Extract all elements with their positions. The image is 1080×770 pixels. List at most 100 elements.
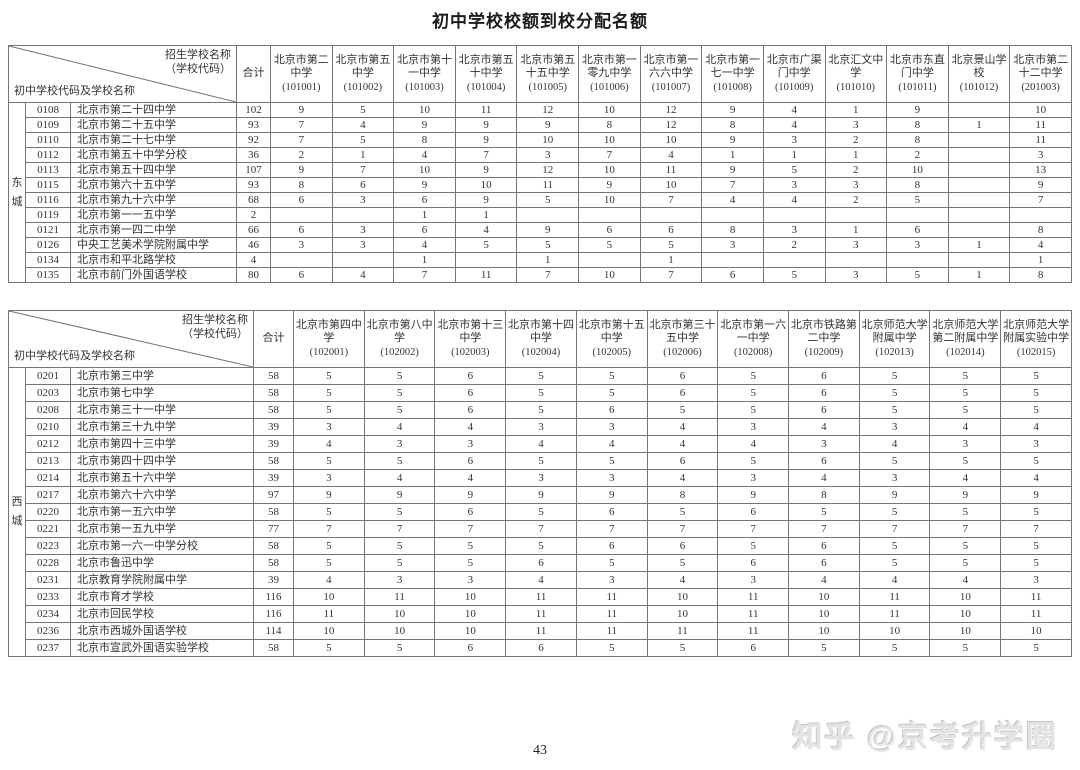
school-column-header: 北京师范大学附属中学 (102013) xyxy=(858,310,931,368)
quota-value-cell: 10 xyxy=(929,588,1002,606)
quota-value-cell: 7 xyxy=(1009,192,1072,208)
quota-value-cell xyxy=(824,207,888,223)
quota-value-cell: 11 xyxy=(717,588,790,606)
quota-value-cell: 3 xyxy=(575,571,648,589)
quota-value-cell: 8 xyxy=(270,177,333,193)
row-school-name: 北京市第五十四中学 xyxy=(69,162,238,178)
row-school-code: 0126 xyxy=(25,237,71,253)
quota-value-cell: 5 xyxy=(717,367,790,385)
quota-value-cell: 9 xyxy=(717,486,790,504)
row-school-code: 0231 xyxy=(25,571,71,589)
school-name: 北京市第十三中学 xyxy=(437,318,504,345)
quota-value-cell: 9 xyxy=(701,102,764,118)
quota-value-cell: 4 xyxy=(762,117,826,133)
quota-value-cell: 5 xyxy=(363,537,436,555)
region-label: 东 城 xyxy=(11,176,23,208)
quota-value-cell: 10 xyxy=(363,622,436,640)
quota-value-cell: 12 xyxy=(639,117,703,133)
quota-value-cell: 9 xyxy=(454,132,518,148)
school-name: 北京市第五十中学 xyxy=(458,53,514,80)
row-school-code: 0214 xyxy=(25,469,71,487)
region-label-cell: 东 城 xyxy=(8,102,26,283)
row-school-code: 0236 xyxy=(25,622,71,640)
quota-value-cell: 11 xyxy=(858,605,931,623)
quota-value-cell: 1 xyxy=(393,207,456,223)
diagonal-line-icon xyxy=(9,46,236,102)
quota-value-cell xyxy=(886,252,949,268)
quota-value-cell: 4 xyxy=(331,267,395,283)
quota-value-cell: 4 xyxy=(929,418,1002,436)
quota-value-cell: 5 xyxy=(1000,503,1072,521)
school-code: (101007) xyxy=(651,82,691,94)
quota-value-cell: 11 xyxy=(454,102,518,118)
quota-value-cell: 11 xyxy=(717,622,790,640)
quota-value-cell: 4 xyxy=(505,571,577,589)
quota-value-cell: 6 xyxy=(434,384,507,402)
quota-value-cell: 8 xyxy=(1009,267,1072,283)
quota-value-cell: 4 xyxy=(363,418,436,436)
quota-value-cell: 3 xyxy=(293,469,365,487)
quota-value-cell: 4 xyxy=(929,469,1002,487)
quota-value-cell: 9 xyxy=(505,486,577,504)
quota-table-dongcheng: 招生学校名称 （学校代码） 初中学校代码及学校名称 合计 北京市第二中学 (101001)… xyxy=(7,45,1072,283)
quota-value-cell: 4 xyxy=(858,435,931,453)
quota-value-cell: 6 xyxy=(434,401,507,419)
quota-value-cell: 5 xyxy=(293,401,365,419)
quota-value-cell: 1 xyxy=(947,237,1011,253)
quota-value-cell: 4 xyxy=(701,192,764,208)
corner-diagonal: 招生学校名称 （学校代码） 初中学校代码及学校名称 xyxy=(9,46,236,102)
school-code: (102015) xyxy=(1016,347,1056,359)
quota-value-cell: 3 xyxy=(331,237,395,253)
school-name: 北京市第一零九中学 xyxy=(581,53,637,80)
quota-value-cell: 10 xyxy=(363,605,436,623)
quota-value-cell: 5 xyxy=(929,537,1002,555)
quota-value-cell: 4 xyxy=(639,147,703,163)
quota-value-cell: 10 xyxy=(578,162,641,178)
quota-value-cell: 8 xyxy=(578,117,641,133)
table-row: 0237 北京市宣武外国语实验学校 58 5 5 6 6 5 5 6 5 5 5 5 xyxy=(9,639,1072,657)
quota-value-cell: 9 xyxy=(393,177,456,193)
quota-value-cell: 5 xyxy=(293,384,365,402)
table-row: 0109 北京市第二十五中学 93 7 4 9 9 9 8 12 8 4 3 8 1 11 xyxy=(9,117,1072,133)
quota-value-cell: 5 xyxy=(505,367,577,385)
quota-value-cell: 7 xyxy=(434,520,507,538)
row-total: 36 xyxy=(236,147,272,163)
quota-value-cell: 9 xyxy=(1009,177,1072,193)
quota-value-cell: 4 xyxy=(505,435,577,453)
quota-value-cell: 7 xyxy=(717,520,790,538)
quota-value-cell: 5 xyxy=(717,452,790,470)
quota-value-cell: 7 xyxy=(788,520,860,538)
quota-value-cell: 6 xyxy=(717,639,790,657)
school-code: (101011) xyxy=(898,82,937,94)
row-total: 58 xyxy=(253,554,295,572)
quota-value-cell: 10 xyxy=(639,177,703,193)
row-school-name: 北京市第一六一中学分校 xyxy=(69,537,255,555)
row-school-code: 0109 xyxy=(25,117,71,133)
quota-value-cell xyxy=(454,252,518,268)
quota-value-cell: 5 xyxy=(858,452,931,470)
quota-value-cell: 10 xyxy=(578,102,641,118)
row-school-code: 0234 xyxy=(25,605,71,623)
school-name: 北京市第二中学 xyxy=(273,53,329,80)
quota-value-cell: 11 xyxy=(646,622,719,640)
quota-value-cell: 9 xyxy=(454,162,518,178)
school-column-header: 北京师范大学附属实验中学 (102015) xyxy=(1000,310,1072,368)
quota-value-cell: 5 xyxy=(788,639,860,657)
quota-value-cell: 4 xyxy=(393,237,456,253)
quota-value-cell: 3 xyxy=(717,571,790,589)
quota-value-cell: 4 xyxy=(646,571,719,589)
quota-value-cell: 11 xyxy=(1009,132,1072,148)
quota-value-cell: 2 xyxy=(270,147,333,163)
quota-value-cell: 10 xyxy=(434,622,507,640)
school-code: (102003) xyxy=(451,347,490,359)
table-row: 东 城 0108 北京市第二十四中学 102 9 5 10 11 12 10 12 9 4 1 9 10 xyxy=(8,102,1072,283)
total-column-header: 合计 xyxy=(253,310,295,368)
quota-value-cell: 5 xyxy=(646,503,719,521)
row-school-name: 北京市第四十四中学 xyxy=(69,452,255,470)
row-school-code: 0110 xyxy=(25,132,71,148)
row-school-code: 0233 xyxy=(25,588,71,606)
quota-value-cell: 4 xyxy=(434,418,507,436)
quota-value-cell: 7 xyxy=(454,147,518,163)
school-column-header: 北京市第一六一中学 (102008) xyxy=(717,310,790,368)
